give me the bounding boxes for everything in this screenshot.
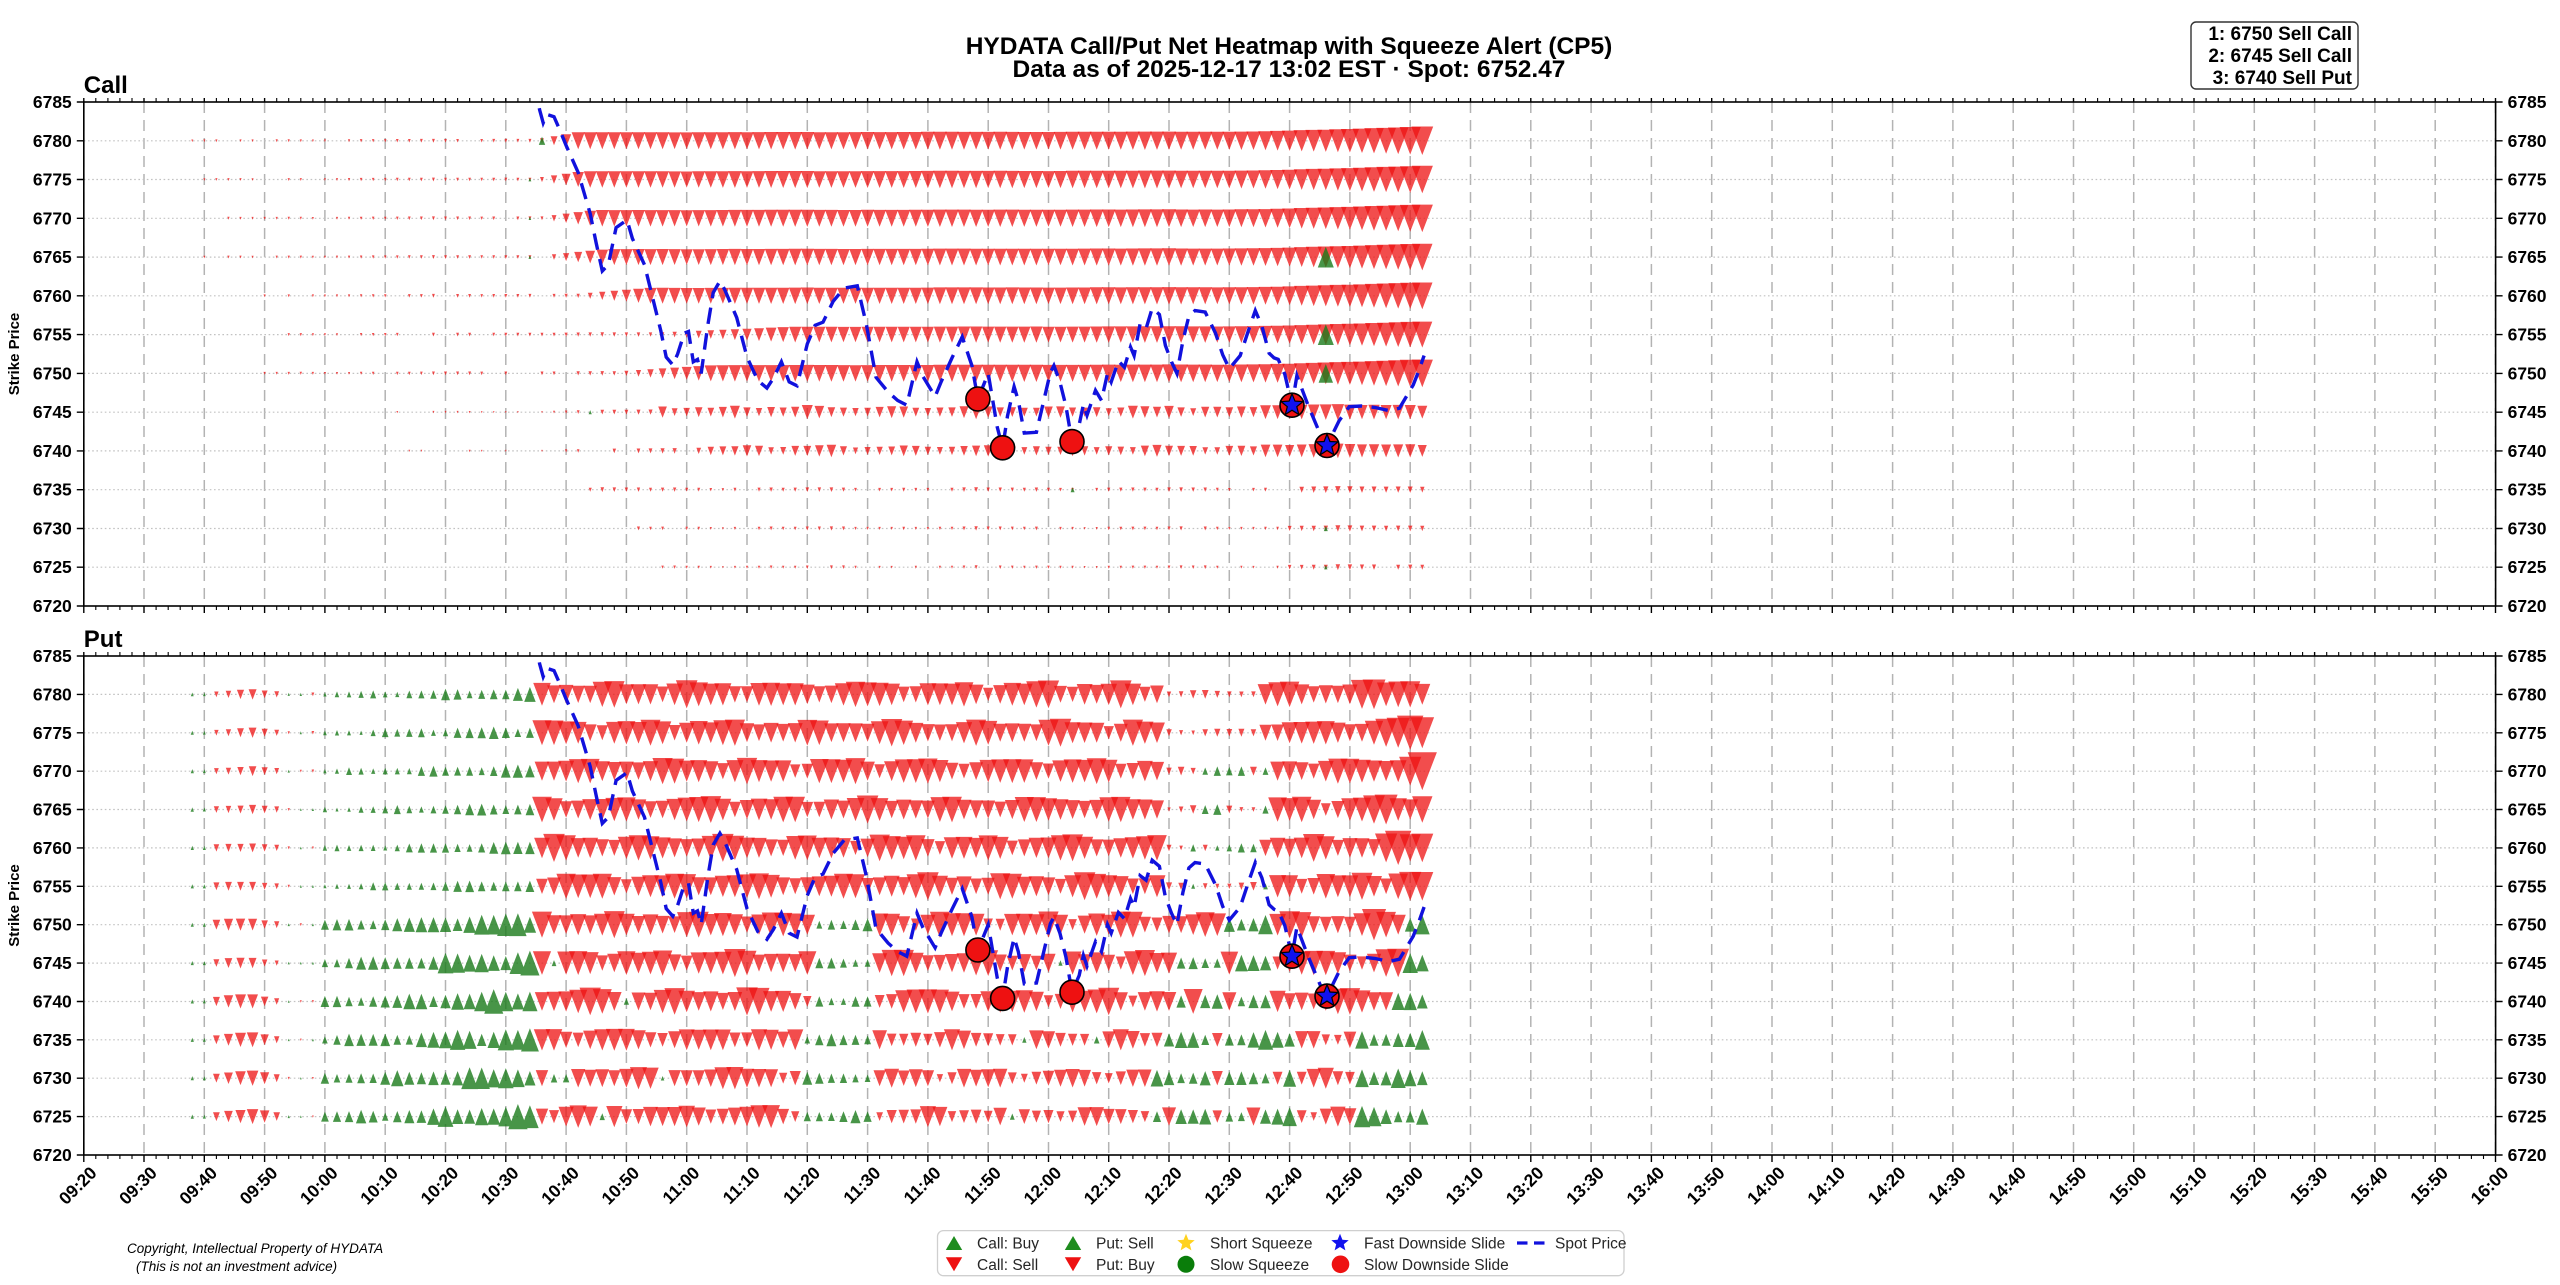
svg-text:6750: 6750: [2508, 363, 2547, 383]
svg-text:1: 6750 Sell Call: 1: 6750 Sell Call: [2208, 24, 2352, 45]
svg-text:(This is not an investment adv: (This is not an investment advice): [136, 1259, 337, 1274]
svg-text:6760: 6760: [2508, 838, 2547, 858]
svg-text:6780: 6780: [33, 684, 72, 704]
svg-text:Slow Squeeze: Slow Squeeze: [1210, 1257, 1309, 1274]
svg-text:6745: 6745: [33, 953, 72, 973]
svg-text:6745: 6745: [2508, 953, 2547, 973]
svg-text:6770: 6770: [33, 761, 72, 781]
svg-text:6785: 6785: [2508, 646, 2547, 666]
svg-text:HYDATA Call/Put Net Heatmap wi: HYDATA Call/Put Net Heatmap with Squeeze…: [966, 33, 1613, 60]
svg-text:Put: Buy: Put: Buy: [1096, 1257, 1155, 1274]
svg-text:6750: 6750: [2508, 915, 2547, 935]
svg-text:6720: 6720: [2508, 1145, 2547, 1165]
svg-text:6730: 6730: [2508, 519, 2547, 539]
svg-text:Short Squeeze: Short Squeeze: [1210, 1236, 1313, 1253]
svg-text:6775: 6775: [2508, 170, 2547, 190]
svg-text:6765: 6765: [33, 800, 72, 820]
svg-text:6725: 6725: [2508, 557, 2547, 577]
svg-text:6760: 6760: [33, 286, 72, 306]
svg-text:6735: 6735: [33, 480, 72, 500]
svg-text:6760: 6760: [2508, 286, 2547, 306]
svg-text:6770: 6770: [33, 208, 72, 228]
svg-text:6740: 6740: [33, 441, 72, 461]
svg-text:Spot Price: Spot Price: [1555, 1236, 1627, 1253]
svg-text:6775: 6775: [33, 723, 72, 743]
svg-text:Strike Price: Strike Price: [6, 313, 23, 396]
svg-text:6750: 6750: [33, 915, 72, 935]
svg-text:Strike Price: Strike Price: [6, 864, 23, 947]
svg-text:6720: 6720: [33, 1145, 72, 1165]
svg-text:6755: 6755: [2508, 876, 2547, 896]
svg-text:6740: 6740: [2508, 441, 2547, 461]
svg-text:Put: Sell: Put: Sell: [1096, 1236, 1154, 1253]
svg-text:Put: Put: [84, 626, 123, 653]
svg-text:6725: 6725: [33, 1107, 72, 1127]
svg-text:6720: 6720: [33, 596, 72, 616]
svg-text:Call: Buy: Call: Buy: [977, 1236, 1039, 1253]
svg-text:6760: 6760: [33, 838, 72, 858]
svg-text:Data as of 2025-12-17 13:02 ES: Data as of 2025-12-17 13:02 EST · Spot: …: [1013, 56, 1566, 83]
svg-text:6765: 6765: [2508, 247, 2547, 267]
svg-text:Copyright, Intellectual Proper: Copyright, Intellectual Property of HYDA…: [127, 1241, 383, 1256]
svg-text:Slow Downside Slide: Slow Downside Slide: [1364, 1257, 1509, 1274]
svg-text:6725: 6725: [33, 557, 72, 577]
svg-text:6745: 6745: [2508, 402, 2547, 422]
svg-text:6750: 6750: [33, 363, 72, 383]
svg-text:6735: 6735: [2508, 480, 2547, 500]
svg-text:6755: 6755: [33, 325, 72, 345]
svg-text:6745: 6745: [33, 402, 72, 422]
svg-text:3: 6740 Sell Put: 3: 6740 Sell Put: [2213, 68, 2353, 89]
svg-text:6785: 6785: [33, 92, 72, 112]
svg-text:6765: 6765: [2508, 800, 2547, 820]
svg-text:6770: 6770: [2508, 208, 2547, 228]
svg-text:6730: 6730: [2508, 1068, 2547, 1088]
svg-text:6785: 6785: [2508, 92, 2547, 112]
svg-text:6785: 6785: [33, 646, 72, 666]
svg-text:6735: 6735: [2508, 1030, 2547, 1050]
svg-text:6740: 6740: [33, 992, 72, 1012]
svg-text:6725: 6725: [2508, 1107, 2547, 1127]
svg-text:6735: 6735: [33, 1030, 72, 1050]
svg-text:6730: 6730: [33, 1068, 72, 1088]
svg-text:6780: 6780: [2508, 684, 2547, 704]
svg-text:6780: 6780: [33, 131, 72, 151]
svg-text:6765: 6765: [33, 247, 72, 267]
svg-text:Fast Downside Slide: Fast Downside Slide: [1364, 1236, 1505, 1253]
svg-text:6775: 6775: [33, 170, 72, 190]
svg-text:6755: 6755: [2508, 325, 2547, 345]
svg-text:6780: 6780: [2508, 131, 2547, 151]
svg-text:6730: 6730: [33, 519, 72, 539]
svg-text:Call: Call: [84, 72, 128, 99]
svg-text:6740: 6740: [2508, 992, 2547, 1012]
svg-text:6720: 6720: [2508, 596, 2547, 616]
svg-text:6770: 6770: [2508, 761, 2547, 781]
svg-text:6755: 6755: [33, 876, 72, 896]
svg-text:2: 6745 Sell Call: 2: 6745 Sell Call: [2208, 46, 2352, 67]
svg-text:Call: Sell: Call: Sell: [977, 1257, 1038, 1274]
svg-text:6775: 6775: [2508, 723, 2547, 743]
